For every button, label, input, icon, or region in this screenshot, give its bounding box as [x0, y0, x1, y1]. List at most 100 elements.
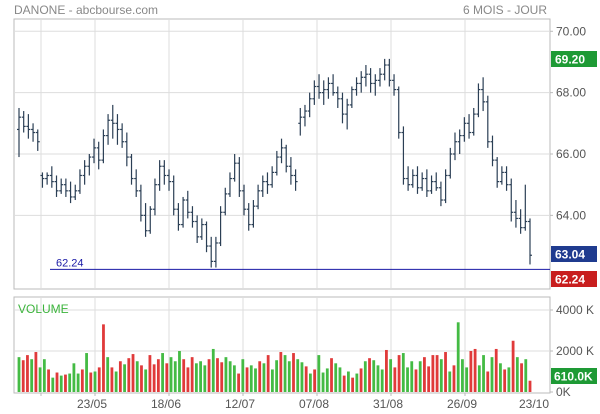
volume-bar: [275, 360, 279, 392]
ohlc-bar: [457, 129, 462, 154]
volume-bar: [292, 353, 295, 392]
ohlc-bar: [499, 166, 504, 185]
volume-bar: [338, 367, 342, 392]
ohlc-bar: [415, 166, 420, 194]
volume-bar: [249, 365, 253, 392]
volume-bar: [178, 351, 181, 392]
x-tick-label: 31/08: [373, 397, 403, 411]
mid-price-badge: 63.04: [551, 246, 597, 262]
volume-bar: [528, 380, 532, 392]
ohlc-bar: [195, 215, 200, 243]
volume-bar: [55, 372, 59, 392]
volume-bar: [287, 361, 291, 392]
ohlc-bar: [204, 221, 209, 253]
volume-bar: [152, 364, 156, 392]
ohlc-bar: [82, 160, 87, 185]
ohlc-bar: [265, 172, 270, 194]
ohlc-bar: [49, 166, 54, 188]
volume-bar: [203, 365, 207, 392]
ohlc-bar: [54, 175, 59, 197]
chart-title: DANONE - abcbourse.com: [14, 3, 158, 17]
volume-bar: [486, 371, 490, 392]
ohlc-bar: [171, 175, 176, 216]
volume-bar: [431, 355, 435, 392]
volume-bar: [114, 371, 118, 392]
volume-bar: [237, 373, 241, 392]
volume-bar: [465, 367, 469, 392]
volume-bar: [93, 371, 97, 392]
volume-bar: [207, 359, 211, 392]
price-panel: 62.24 64.00 66.00 68.00 70.00 69.20 63.04 6…: [13, 18, 597, 290]
volume-bar: [406, 367, 409, 392]
ohlc-bar: [270, 166, 275, 188]
ohlc-bar: [232, 154, 237, 182]
volume-bar: [241, 359, 245, 392]
volume-bar: [401, 353, 405, 392]
ohlc-bar: [476, 83, 481, 118]
volume-bar: [148, 355, 152, 392]
ohlc-bar: [523, 184, 528, 231]
volume-bar: [190, 357, 194, 392]
ohlc-bar: [106, 114, 111, 145]
volume-tick-label: 4000 K: [556, 303, 594, 317]
ohlc-bar: [518, 209, 523, 234]
x-tick-label: 23/05: [77, 397, 107, 411]
volume-bar: [228, 361, 232, 392]
mid-price-badge-bg: [551, 246, 597, 262]
ohlc-bar: [120, 123, 125, 148]
volume-bar: [389, 359, 393, 392]
ohlc-bar: [251, 200, 256, 228]
volume-bar: [224, 357, 228, 392]
volume-badge-bg: [551, 368, 597, 384]
ohlc-bar: [490, 135, 495, 167]
volume-bar: [123, 364, 126, 392]
volume-bar: [515, 357, 519, 392]
volume-bar: [76, 373, 80, 392]
volume-bar: [313, 369, 317, 392]
ohlc-bar: [35, 129, 40, 151]
ohlc-bar: [331, 74, 336, 96]
ohlc-bar: [317, 74, 322, 99]
volume-bar: [34, 352, 38, 392]
volume-bar: [363, 361, 367, 392]
volume-bar: [245, 367, 249, 392]
ohlc-bar: [504, 166, 509, 191]
volume-bar: [317, 355, 321, 392]
x-tick-label: 26/09: [447, 397, 477, 411]
volume-bar: [397, 355, 401, 392]
ohlc-bar: [471, 107, 476, 136]
ohlc-bar: [274, 150, 279, 176]
volume-bar: [59, 375, 63, 392]
volume-bar: [211, 348, 215, 392]
ohlc-bar: [21, 111, 26, 133]
volume-bar: [266, 355, 270, 392]
ohlc-bar: [373, 74, 378, 96]
ohlc-bar: [185, 190, 190, 219]
low-price-badge-text: 62.24: [555, 273, 585, 287]
volume-bar: [423, 357, 426, 392]
volume-bar: [368, 358, 371, 392]
volume-bar: [262, 363, 266, 392]
ohlc-bar: [345, 98, 350, 130]
ohlc-bar: [31, 123, 36, 142]
volume-label: VOLUME: [18, 302, 69, 316]
ohlc-bar: [223, 187, 228, 216]
volume-bar: [161, 353, 164, 392]
ohlc-bar: [63, 178, 68, 197]
ohlc-bar: [284, 144, 289, 173]
ohlc-bar: [227, 172, 232, 197]
volume-bar: [186, 367, 190, 392]
volume-bar: [258, 361, 262, 392]
volume-bar: [68, 373, 72, 392]
ohlc-bar: [382, 58, 387, 81]
volume-bar: [182, 359, 186, 392]
ohlc-bar: [359, 71, 364, 93]
volume-bar: [199, 361, 202, 392]
low-price-badge-bg: [551, 271, 597, 287]
ohlc-bar: [199, 218, 204, 240]
ohlc-bar: [167, 169, 172, 191]
volume-bar: [418, 361, 422, 392]
ohlc-bar: [260, 175, 265, 197]
volume-bar: [439, 359, 443, 392]
volume-tick-label: 2000 K: [556, 344, 594, 358]
